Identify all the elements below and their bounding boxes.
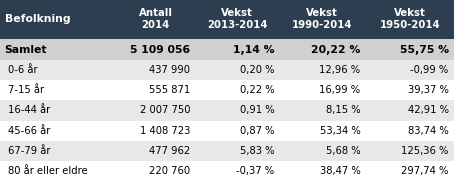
Bar (365, 80, 454, 100)
Bar (365, 39, 454, 60)
Bar (195, 121, 279, 141)
Bar (0, 121, 116, 141)
Bar (195, 161, 279, 181)
Text: 2 007 750: 2 007 750 (140, 106, 191, 115)
Bar (195, 80, 279, 100)
Text: 42,91 %: 42,91 % (408, 106, 449, 115)
Bar (365, 121, 454, 141)
Bar (116, 141, 195, 161)
Text: Vekst
1950-2014: Vekst 1950-2014 (380, 9, 440, 30)
Bar (116, 161, 195, 181)
Text: 0,22 %: 0,22 % (240, 85, 274, 95)
Text: 7-15 år: 7-15 år (8, 85, 44, 95)
Bar (0, 39, 116, 60)
Bar (365, 100, 454, 121)
Bar (116, 0, 195, 39)
Text: 5,68 %: 5,68 % (326, 146, 360, 156)
Bar (279, 80, 365, 100)
Text: 0,87 %: 0,87 % (240, 126, 274, 136)
Bar (279, 100, 365, 121)
Text: 220 760: 220 760 (149, 166, 191, 176)
Bar (365, 161, 454, 181)
Text: 83,74 %: 83,74 % (408, 126, 449, 136)
Text: -0,37 %: -0,37 % (236, 166, 274, 176)
Bar (116, 39, 195, 60)
Bar (279, 161, 365, 181)
Text: 20,22 %: 20,22 % (311, 45, 360, 54)
Bar (0, 0, 116, 39)
Bar (0, 60, 116, 80)
Bar (195, 100, 279, 121)
Text: Vekst
2013-2014: Vekst 2013-2014 (207, 9, 267, 30)
Bar (0, 141, 116, 161)
Text: Befolkning: Befolkning (5, 14, 70, 24)
Text: Antall
2014: Antall 2014 (138, 9, 173, 30)
Text: 80 år eller eldre: 80 år eller eldre (8, 166, 88, 176)
Bar (279, 141, 365, 161)
Text: 12,96 %: 12,96 % (319, 65, 360, 75)
Bar (279, 0, 365, 39)
Text: 125,36 %: 125,36 % (401, 146, 449, 156)
Bar (365, 0, 454, 39)
Bar (116, 121, 195, 141)
Text: 39,37 %: 39,37 % (408, 85, 449, 95)
Text: Samlet: Samlet (5, 45, 47, 54)
Bar (365, 60, 454, 80)
Text: 437 990: 437 990 (149, 65, 191, 75)
Bar (195, 141, 279, 161)
Text: 8,15 %: 8,15 % (326, 106, 360, 115)
Text: 297,74 %: 297,74 % (401, 166, 449, 176)
Bar (116, 80, 195, 100)
Text: 1 408 723: 1 408 723 (140, 126, 191, 136)
Text: 5,83 %: 5,83 % (240, 146, 274, 156)
Bar (279, 121, 365, 141)
Text: 477 962: 477 962 (149, 146, 191, 156)
Bar (279, 39, 365, 60)
Text: 555 871: 555 871 (149, 85, 191, 95)
Text: Vekst
1990-2014: Vekst 1990-2014 (292, 9, 353, 30)
Text: 5 109 056: 5 109 056 (130, 45, 191, 54)
Text: 55,75 %: 55,75 % (400, 45, 449, 54)
Bar (116, 100, 195, 121)
Text: 38,47 %: 38,47 % (320, 166, 360, 176)
Text: 53,34 %: 53,34 % (320, 126, 360, 136)
Text: 45-66 år: 45-66 år (8, 126, 50, 136)
Bar (279, 60, 365, 80)
Bar (195, 0, 279, 39)
Bar (365, 141, 454, 161)
Text: 0,20 %: 0,20 % (240, 65, 274, 75)
Text: 16-44 år: 16-44 år (8, 106, 50, 115)
Bar (116, 60, 195, 80)
Text: -0,99 %: -0,99 % (410, 65, 449, 75)
Bar (0, 80, 116, 100)
Bar (195, 39, 279, 60)
Bar (0, 100, 116, 121)
Text: 0,91 %: 0,91 % (240, 106, 274, 115)
Text: 0-6 år: 0-6 år (8, 65, 38, 75)
Text: 1,14 %: 1,14 % (232, 45, 274, 54)
Bar (0, 161, 116, 181)
Text: 16,99 %: 16,99 % (319, 85, 360, 95)
Bar (195, 60, 279, 80)
Text: 67-79 år: 67-79 år (8, 146, 51, 156)
